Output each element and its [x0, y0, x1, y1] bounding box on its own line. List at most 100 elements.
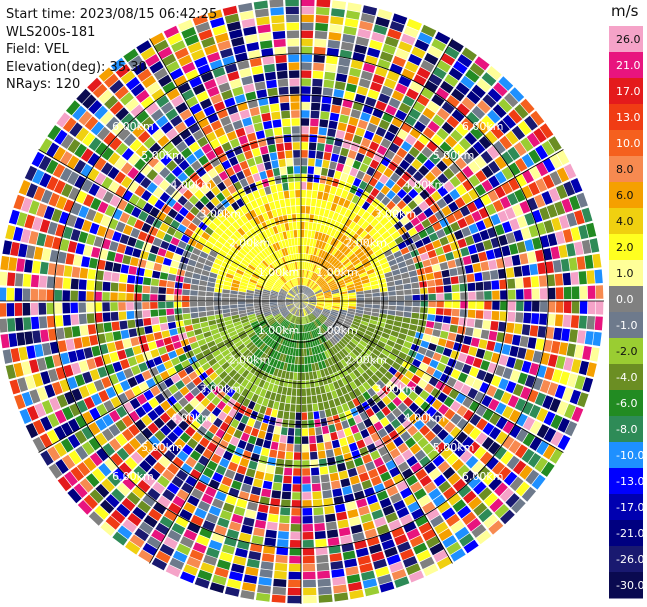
- gate-cell: [445, 513, 460, 527]
- gate-cell: [221, 89, 233, 100]
- gate-cell: [324, 303, 333, 306]
- gate-cell: [408, 570, 424, 583]
- gate-cell: [106, 251, 116, 262]
- range-ring-label: 4.00km: [404, 412, 446, 425]
- gate-cell: [161, 203, 172, 215]
- gate-cell: [397, 261, 407, 269]
- gate-cell: [347, 286, 355, 291]
- gate-cell: [476, 369, 487, 381]
- gate-cell: [277, 317, 285, 324]
- gate-cell: [251, 259, 260, 266]
- gate-cell: [55, 196, 68, 210]
- colorbar-label: -1.0: [616, 319, 637, 332]
- gate-cell: [347, 509, 359, 519]
- gate-cell: [366, 326, 375, 333]
- gate-cell: [211, 362, 221, 371]
- gate-cell: [197, 256, 206, 264]
- gate-cell: [291, 270, 295, 279]
- gate-cell: [348, 363, 356, 372]
- gate-cell: [209, 324, 218, 331]
- gate-cell: [316, 296, 324, 299]
- gate-cell: [93, 236, 104, 248]
- gate-cell: [278, 292, 287, 297]
- gate-cell: [574, 241, 584, 256]
- gate-cell: [582, 377, 594, 393]
- gate-cell: [272, 350, 279, 359]
- gate-cell: [395, 210, 406, 220]
- gate-cell: [236, 218, 245, 227]
- gate-cell: [244, 150, 254, 160]
- gate-cell: [280, 394, 286, 403]
- gate-cell: [396, 338, 405, 346]
- gate-cell: [217, 322, 226, 328]
- gate-cell: [288, 322, 293, 331]
- gate-cell: [172, 402, 183, 413]
- gate-cell: [210, 453, 222, 464]
- gate-cell: [346, 124, 357, 134]
- gate-cell: [17, 377, 28, 392]
- gate-cell: [318, 458, 328, 467]
- gate-cell: [32, 216, 43, 231]
- gate-cell: [201, 173, 212, 184]
- gate-cell: [329, 112, 340, 122]
- gate-cell: [243, 475, 254, 486]
- gate-cell: [142, 542, 158, 556]
- gate-cell: [570, 271, 579, 285]
- gate-cell: [327, 339, 334, 348]
- gate-cell: [251, 486, 262, 496]
- gate-cell: [587, 301, 596, 315]
- colorbar-swatch: [609, 468, 643, 495]
- gate-cell: [33, 246, 44, 260]
- gate-cell: [495, 416, 508, 430]
- gate-cell: [500, 301, 508, 311]
- gate-cell: [304, 316, 307, 324]
- gate-cell: [128, 194, 140, 206]
- gate-cell: [122, 189, 133, 202]
- gate-cell: [291, 214, 297, 222]
- gate-cell: [222, 502, 235, 513]
- gate-cell: [327, 169, 335, 178]
- gate-cell: [387, 226, 397, 235]
- gate-cell: [120, 329, 130, 339]
- gate-cell: [413, 140, 425, 152]
- gate-cell: [455, 123, 469, 137]
- gate-cell: [122, 477, 136, 491]
- gate-cell: [417, 379, 428, 389]
- gate-cell: [168, 502, 182, 515]
- gate-cell: [253, 348, 261, 357]
- gate-cell: [397, 188, 407, 199]
- gate-cell: [52, 381, 63, 396]
- gate-cell: [184, 115, 196, 128]
- gate-cell: [360, 363, 369, 372]
- gate-cell: [272, 31, 286, 40]
- range-ring-label: 4.00km: [170, 412, 212, 425]
- gate-cell: [263, 120, 273, 130]
- gate-cell: [514, 104, 529, 119]
- gate-cell: [222, 404, 232, 415]
- gate-cell: [230, 418, 240, 429]
- gate-cell: [333, 584, 348, 594]
- gate-cell: [270, 304, 278, 308]
- gate-cell: [371, 288, 380, 293]
- gate-cell: [218, 357, 227, 366]
- gate-cell: [94, 105, 108, 120]
- gate-cell: [435, 345, 445, 354]
- gate-cell: [436, 128, 449, 140]
- gate-cell: [250, 334, 258, 341]
- gate-cell: [445, 251, 455, 261]
- gate-cell: [547, 354, 558, 368]
- gate-cell: [74, 143, 87, 158]
- gate-cell: [185, 96, 199, 108]
- gate-cell: [340, 147, 349, 157]
- gate-cell: [75, 349, 86, 361]
- gate-cell: [509, 345, 519, 357]
- gate-cell: [173, 75, 188, 87]
- gate-cell: [386, 70, 400, 82]
- gate-cell: [157, 346, 167, 356]
- gate-cell: [413, 385, 424, 396]
- gate-cell: [221, 334, 230, 341]
- gate-cell: [138, 210, 149, 222]
- gate-cell: [339, 49, 353, 59]
- gate-cell: [294, 308, 298, 315]
- gate-cell: [159, 192, 171, 203]
